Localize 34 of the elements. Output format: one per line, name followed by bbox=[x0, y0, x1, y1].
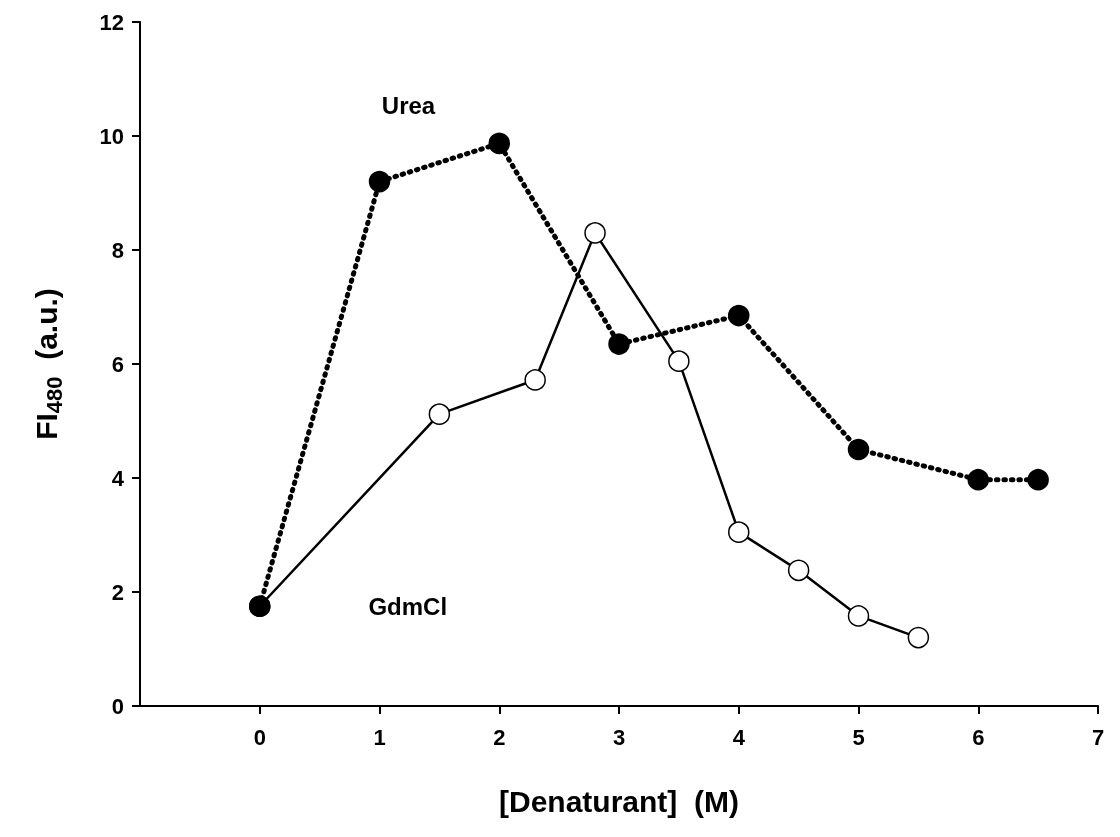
y-tick-label: 8 bbox=[111, 237, 124, 263]
point bbox=[728, 304, 750, 327]
x-tick-label: 1 bbox=[373, 724, 386, 750]
x-tick-label: 2 bbox=[493, 724, 506, 750]
series-label: Urea bbox=[381, 92, 436, 120]
point bbox=[1027, 468, 1049, 491]
y-axis-title: FI480 (a.u.) bbox=[29, 288, 67, 440]
point bbox=[524, 369, 546, 391]
point bbox=[967, 468, 989, 491]
y-tick-label: 6 bbox=[111, 351, 124, 377]
y-tick-label: 4 bbox=[111, 465, 125, 491]
point bbox=[787, 559, 810, 582]
point bbox=[847, 438, 870, 461]
point bbox=[847, 605, 870, 627]
point bbox=[584, 222, 606, 244]
x-tick-label: 6 bbox=[972, 724, 985, 750]
point bbox=[728, 521, 750, 543]
x-tick-label: 7 bbox=[1091, 724, 1105, 750]
y-tick-label: 0 bbox=[111, 693, 124, 719]
point bbox=[668, 350, 690, 372]
text: GdmCl bbox=[368, 592, 448, 620]
point bbox=[368, 170, 391, 193]
x-tick-label: 3 bbox=[612, 724, 626, 750]
y-tick-label: 2 bbox=[111, 579, 124, 605]
point bbox=[428, 403, 451, 425]
x-tick-label: 0 bbox=[253, 724, 266, 750]
x-tick-label: 4 bbox=[732, 724, 746, 750]
x-tick-label: 5 bbox=[852, 724, 865, 750]
y-tick-label: 12 bbox=[99, 9, 124, 35]
x-axis-title: [Denaturant] (M) bbox=[499, 784, 739, 818]
point bbox=[608, 333, 630, 355]
point bbox=[907, 626, 930, 649]
y-tick-label: 10 bbox=[99, 123, 124, 149]
point bbox=[488, 132, 510, 155]
